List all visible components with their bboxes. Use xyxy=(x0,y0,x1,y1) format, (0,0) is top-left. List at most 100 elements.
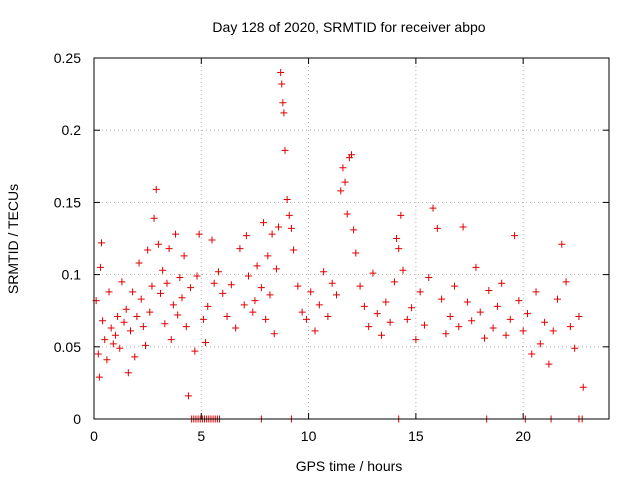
data-point xyxy=(393,235,401,242)
data-point xyxy=(442,330,450,338)
data-point xyxy=(302,315,310,323)
axis-ticks: 0 0.05 0.1 0.15 0.2 0.25 0 5 10 15 20 xyxy=(54,50,609,444)
data-point xyxy=(283,196,291,204)
data-point xyxy=(528,350,536,358)
data-point xyxy=(511,232,519,240)
data-point xyxy=(178,294,186,302)
data-point xyxy=(182,323,190,331)
data-point xyxy=(210,279,218,287)
data-point xyxy=(167,336,175,344)
data-point xyxy=(382,298,390,306)
data-point xyxy=(356,282,364,290)
data-point xyxy=(408,304,416,312)
data-point xyxy=(94,350,102,358)
data-point xyxy=(146,308,154,316)
data-point xyxy=(99,317,107,325)
data-point xyxy=(489,324,497,332)
data-point xyxy=(187,284,195,292)
data-point xyxy=(133,312,141,320)
data-point xyxy=(360,302,368,310)
data-point xyxy=(184,392,192,400)
data-point xyxy=(278,80,286,88)
data-point xyxy=(324,312,332,320)
data-point xyxy=(294,282,302,290)
y-axis-label: SRMTID / TECUs xyxy=(5,184,21,294)
data-point xyxy=(369,269,377,277)
data-point xyxy=(264,252,272,260)
chart-title: Day 128 of 2020, SRMTID for receiver abp… xyxy=(212,19,485,35)
y-tick-label: 0.1 xyxy=(62,267,82,283)
x-tick-label: 20 xyxy=(515,428,531,444)
data-point xyxy=(287,224,295,232)
data-point xyxy=(191,347,199,355)
data-point xyxy=(558,240,566,248)
data-point xyxy=(268,230,276,238)
data-point xyxy=(242,232,250,240)
data-point xyxy=(199,315,207,323)
data-point xyxy=(159,266,167,274)
data-point xyxy=(281,146,289,154)
data-point xyxy=(459,223,467,231)
data-point xyxy=(165,245,173,253)
data-point xyxy=(169,301,177,309)
data-point xyxy=(433,224,441,232)
data-point xyxy=(446,312,454,320)
data-point xyxy=(481,334,489,342)
data-point xyxy=(339,164,347,172)
data-point xyxy=(320,268,328,276)
data-point xyxy=(397,211,405,219)
data-point xyxy=(502,331,510,339)
data-point xyxy=(262,315,270,323)
data-point xyxy=(150,214,158,222)
data-point xyxy=(101,336,109,344)
data-point xyxy=(98,239,106,247)
data-point xyxy=(103,356,111,364)
data-point xyxy=(105,288,113,296)
data-point xyxy=(315,301,323,309)
data-point xyxy=(373,310,381,318)
data-point xyxy=(403,315,411,323)
data-point xyxy=(285,211,293,219)
data-point xyxy=(493,302,501,310)
data-point xyxy=(126,327,134,335)
data-point xyxy=(131,353,139,361)
data-point xyxy=(124,369,132,377)
data-point xyxy=(154,240,162,248)
data-point xyxy=(416,288,424,296)
data-point xyxy=(575,312,583,320)
data-point xyxy=(272,265,280,273)
data-point xyxy=(180,252,188,260)
data-point xyxy=(562,278,570,286)
data-point xyxy=(277,68,285,76)
data-point xyxy=(122,305,130,313)
data-point xyxy=(251,297,259,305)
data-point xyxy=(157,289,165,297)
data-point xyxy=(554,295,561,303)
data-point xyxy=(96,263,104,271)
data-point xyxy=(549,327,557,335)
y-tick-label: 0.05 xyxy=(54,339,81,355)
data-point xyxy=(395,245,403,253)
data-point xyxy=(506,315,514,323)
data-point xyxy=(111,331,119,339)
data-point xyxy=(390,278,398,286)
data-point xyxy=(425,273,433,281)
data-point xyxy=(236,245,244,253)
data-point xyxy=(515,297,523,305)
data-point xyxy=(438,295,446,303)
data-point xyxy=(328,279,336,287)
data-point xyxy=(219,289,227,297)
data-point xyxy=(536,340,544,348)
data-point xyxy=(129,288,137,296)
data-point xyxy=(343,210,351,218)
data-point xyxy=(451,282,458,290)
data-point xyxy=(227,281,235,289)
y-tick-label: 0.15 xyxy=(54,194,81,210)
data-point xyxy=(161,320,169,328)
x-tick-label: 15 xyxy=(408,428,424,444)
data-point xyxy=(270,330,278,338)
data-point xyxy=(412,336,420,344)
data-point xyxy=(279,99,287,107)
data-point xyxy=(152,185,160,193)
